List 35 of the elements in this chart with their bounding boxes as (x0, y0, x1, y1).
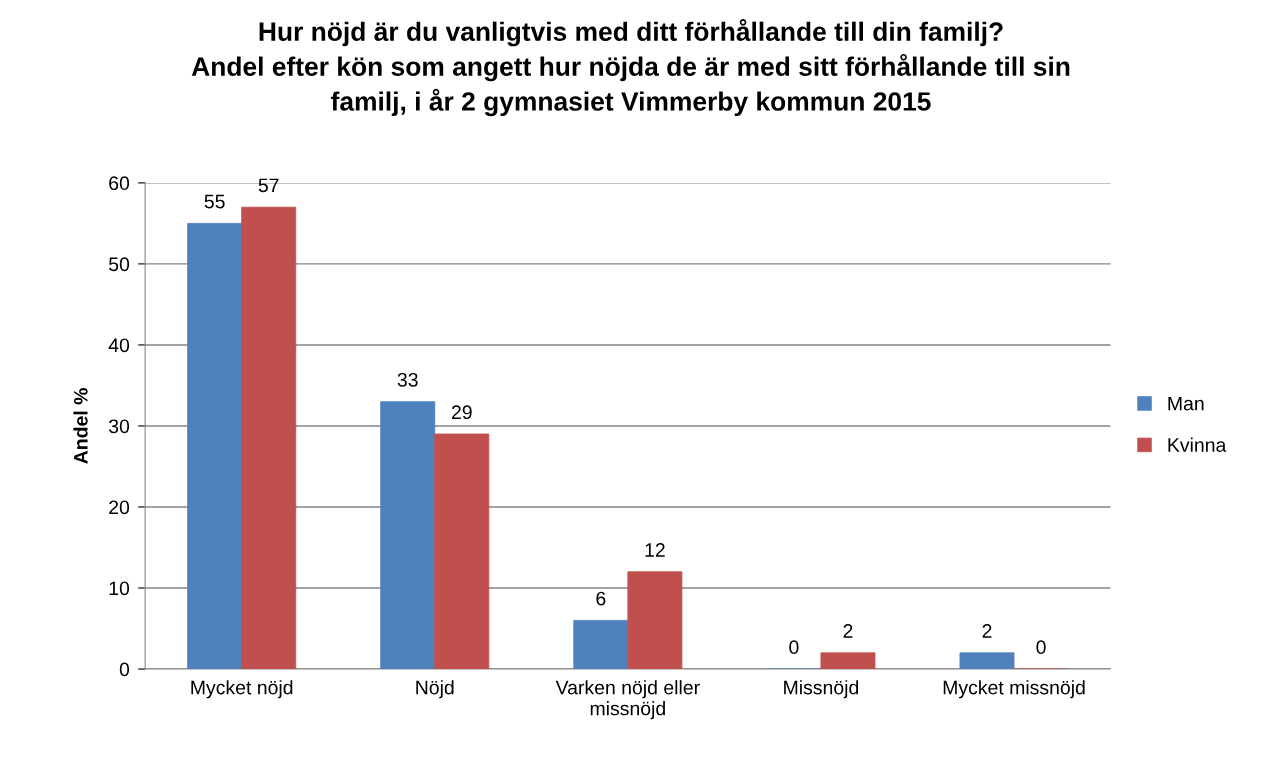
chart-title: Hur nöjd är du vanligtvis med ditt förhållande till din familj? (259, 19, 1003, 47)
data-label: 2 (843, 624, 853, 638)
y-tick-label: 0 (119, 662, 130, 677)
y-tick-label: 60 (109, 176, 130, 191)
bar (434, 433, 490, 670)
data-label: 2 (982, 624, 992, 638)
bar (241, 206, 297, 670)
bar (187, 222, 243, 670)
x-tick-label: Varken nöjd eller missnöjd (555, 680, 700, 720)
legend-label: Man (1168, 396, 1204, 411)
legend-label: Kvinna (1168, 437, 1227, 452)
data-label: 57 (258, 178, 279, 193)
y-tick-label: 40 (108, 338, 130, 353)
x-tick-label: Mycket nöjd (191, 680, 293, 699)
y-tick-label: 30 (108, 419, 130, 434)
bar (820, 652, 876, 670)
bar (959, 652, 1015, 670)
y-tick-label: 50 (109, 257, 130, 272)
data-label: 6 (596, 591, 606, 606)
y-tick-label: 10 (109, 581, 130, 596)
y-tick-label: 20 (109, 500, 130, 515)
bar (573, 620, 629, 670)
x-tick-label: Mycket missnöjd (943, 680, 1085, 699)
x-tick-label: Missnöjd (784, 680, 859, 699)
data-label: 0 (1036, 640, 1046, 655)
x-tick-label: Nöjd (416, 680, 454, 699)
chart-subtitle: Andel efter kön som angett hur nöjda de är med sitt förhållande till sin familj, i år 2 gymnasiet Vimmerby kommun 2015 (191, 53, 1070, 117)
bar (627, 571, 683, 670)
y-axis-title: Andel % (73, 388, 88, 464)
data-label: 29 (451, 405, 472, 420)
bar (380, 401, 436, 670)
data-label: 12 (645, 543, 665, 557)
data-label: 33 (397, 372, 418, 387)
data-label: 55 (204, 194, 225, 209)
data-label: 0 (789, 640, 799, 655)
